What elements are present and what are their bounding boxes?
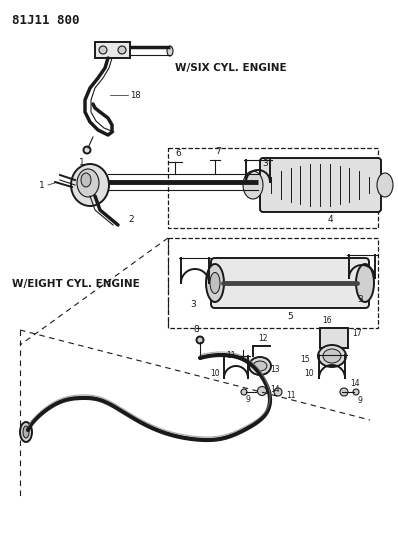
Text: 2: 2 bbox=[128, 215, 134, 224]
Ellipse shape bbox=[99, 46, 107, 54]
Ellipse shape bbox=[249, 357, 271, 375]
Ellipse shape bbox=[318, 345, 346, 367]
Text: 11: 11 bbox=[286, 392, 295, 400]
Ellipse shape bbox=[81, 173, 91, 187]
Ellipse shape bbox=[258, 386, 267, 395]
Text: 81J11 800: 81J11 800 bbox=[12, 14, 80, 27]
Text: 15: 15 bbox=[300, 356, 310, 365]
Ellipse shape bbox=[206, 264, 224, 302]
Text: 1: 1 bbox=[39, 181, 45, 190]
Ellipse shape bbox=[210, 272, 220, 294]
Ellipse shape bbox=[243, 171, 263, 199]
Ellipse shape bbox=[377, 173, 393, 197]
Polygon shape bbox=[95, 42, 130, 58]
Ellipse shape bbox=[353, 389, 359, 395]
Text: 14: 14 bbox=[270, 385, 280, 394]
Ellipse shape bbox=[118, 46, 126, 54]
Text: 8: 8 bbox=[193, 325, 199, 334]
Text: 18: 18 bbox=[130, 91, 140, 100]
Text: 14: 14 bbox=[350, 379, 360, 388]
Ellipse shape bbox=[167, 46, 173, 56]
Ellipse shape bbox=[253, 361, 267, 371]
Text: 1: 1 bbox=[79, 158, 85, 167]
Ellipse shape bbox=[197, 336, 203, 343]
Ellipse shape bbox=[77, 169, 99, 197]
Text: 9: 9 bbox=[246, 395, 251, 404]
FancyBboxPatch shape bbox=[260, 158, 381, 212]
Ellipse shape bbox=[323, 349, 341, 363]
Text: 17: 17 bbox=[352, 328, 362, 337]
Ellipse shape bbox=[241, 389, 247, 395]
Ellipse shape bbox=[84, 147, 90, 154]
Ellipse shape bbox=[71, 164, 109, 206]
Text: 3: 3 bbox=[190, 300, 196, 309]
FancyBboxPatch shape bbox=[211, 258, 369, 308]
Text: 11: 11 bbox=[226, 351, 236, 360]
FancyBboxPatch shape bbox=[320, 328, 348, 348]
Text: 4: 4 bbox=[327, 215, 333, 224]
Text: 9: 9 bbox=[357, 396, 362, 405]
Ellipse shape bbox=[23, 426, 29, 438]
Text: 3: 3 bbox=[357, 295, 363, 304]
Ellipse shape bbox=[340, 388, 348, 396]
Text: 12: 12 bbox=[258, 334, 267, 343]
Text: 10: 10 bbox=[304, 368, 314, 377]
Text: 6: 6 bbox=[175, 149, 181, 158]
Text: 3: 3 bbox=[262, 159, 268, 168]
Text: 5: 5 bbox=[287, 312, 293, 321]
Text: 10: 10 bbox=[211, 368, 220, 377]
Text: 13: 13 bbox=[270, 366, 280, 375]
Text: W/EIGHT CYL. ENGINE: W/EIGHT CYL. ENGINE bbox=[12, 279, 140, 289]
Text: 16: 16 bbox=[322, 316, 332, 325]
Ellipse shape bbox=[356, 264, 374, 302]
Text: 7: 7 bbox=[215, 147, 221, 156]
Ellipse shape bbox=[20, 422, 32, 442]
Ellipse shape bbox=[274, 388, 282, 396]
Text: W/SIX CYL. ENGINE: W/SIX CYL. ENGINE bbox=[175, 63, 287, 73]
